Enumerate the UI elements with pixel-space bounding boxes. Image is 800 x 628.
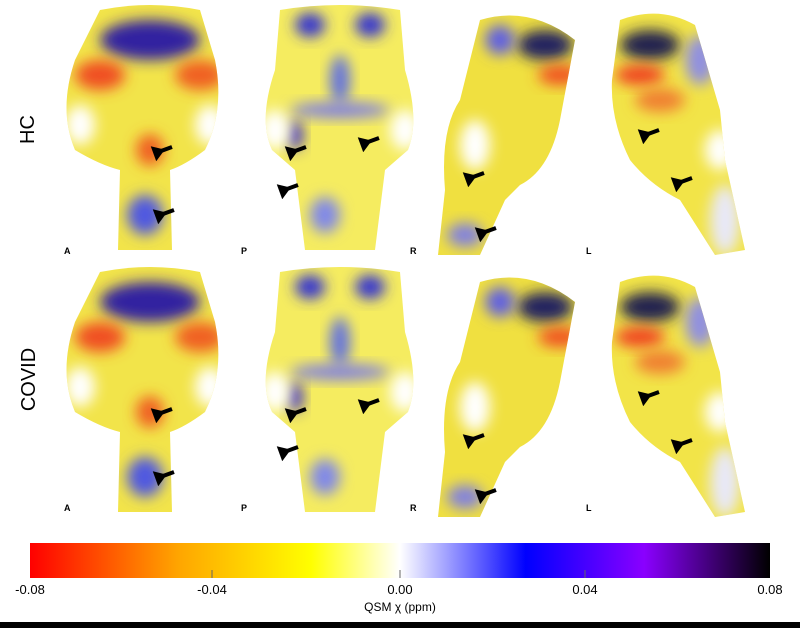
hc-left-view: [600, 0, 760, 260]
arrow-icon: [462, 433, 485, 450]
colorbar-tick-label: 0.00: [387, 582, 413, 597]
view-label-a: A: [64, 246, 71, 256]
arrow-icon: [670, 176, 693, 193]
arrow-icon: [357, 136, 380, 153]
arrow-icon: [152, 470, 175, 487]
covid-posterior-view: [250, 262, 430, 522]
view-label-l: L: [586, 246, 592, 256]
bottom-border: [0, 622, 800, 628]
arrow-icon: [150, 145, 173, 162]
arrow-icon: [276, 445, 299, 462]
view-label-l: L: [586, 503, 592, 513]
hc-posterior-view: [250, 0, 430, 260]
row-label-hc: HC: [16, 115, 39, 144]
view-label-p: P: [241, 503, 248, 513]
colorbar-title: QSM χ (ppm): [364, 600, 436, 614]
arrow-icon: [670, 438, 693, 455]
arrow-annotations: [150, 128, 693, 505]
covid-left-view: [600, 262, 760, 522]
row-label-covid: COVID: [18, 347, 41, 412]
view-label-p: P: [241, 246, 248, 256]
arrow-icon: [357, 398, 380, 415]
hc-anterior-view: [50, 0, 230, 260]
colorbar-tick-label: -0.08: [15, 582, 45, 597]
colorbar-ticks: [211, 570, 586, 578]
colorbar-tick-label: 0.08: [757, 582, 783, 597]
covid-anterior-view: [50, 262, 230, 522]
hc-right-view: [430, 0, 590, 260]
view-label-r: R: [410, 503, 417, 513]
view-label-a: A: [64, 503, 71, 513]
arrow-icon: [462, 171, 485, 188]
arrow-icon: [637, 390, 660, 407]
colorbar-tick-label: -0.04: [197, 582, 227, 597]
view-label-r: R: [410, 246, 417, 256]
arrow-icon: [150, 407, 173, 424]
arrow-icon: [637, 128, 660, 145]
arrow-icon: [474, 226, 497, 243]
arrow-icon: [284, 407, 307, 424]
arrow-icon: [284, 145, 307, 162]
arrow-icon: [276, 183, 299, 200]
arrow-icon: [474, 488, 497, 505]
colorbar-tick-label: 0.04: [572, 582, 598, 597]
covid-right-view: [430, 262, 590, 522]
arrow-icon: [152, 208, 175, 225]
